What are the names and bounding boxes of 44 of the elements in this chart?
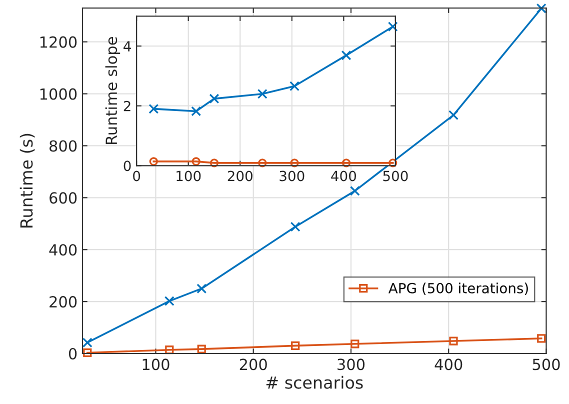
y-tick-label: 0 [124,160,131,172]
point [350,186,360,196]
y-tick-label: 400 [49,244,77,256]
y-axis-title: Runtime slope [105,37,120,144]
y-tick-label: 1000 [40,88,77,100]
point [164,296,174,306]
point [192,157,200,166]
x-tick-label: 200 [240,358,267,370]
x-tick-label: 300 [280,170,304,182]
y-tick-label: 1200 [40,36,77,48]
point [388,22,398,32]
y-tick-label: 0 [68,348,77,360]
x-tick-label: 0 [133,170,140,182]
x-tick-label: 500 [383,170,408,182]
y-tick-label: 200 [50,296,77,308]
y-tick-label: 600 [50,192,77,204]
point [210,158,219,168]
x-tick-label: 400 [331,170,356,182]
point [290,158,299,168]
x-tick-label: 300 [338,358,365,370]
point [258,158,267,168]
x-tick-label: 100 [142,358,170,370]
point [342,158,351,168]
point [149,157,158,166]
x-tick-label: 100 [176,170,201,182]
x-axis-title: # scenarios [266,376,363,389]
legend-label: APG (500 iterations) [388,282,528,296]
point [196,284,207,294]
y-tick-label: 2 [124,100,130,112]
point [290,222,300,232]
point [341,50,352,60]
point [148,104,159,114]
y-tick-label: 4 [124,41,131,52]
point [191,106,202,116]
point [257,88,268,99]
point [209,94,220,104]
x-tick-label: 400 [434,358,462,370]
x-tick-label: 500 [532,358,560,370]
point [448,110,458,120]
point [536,3,546,14]
y-axis-title: Runtime (s) [20,134,35,228]
x-tick-label: 200 [228,170,252,182]
y-tick-label: 800 [50,140,77,152]
point [289,81,300,92]
